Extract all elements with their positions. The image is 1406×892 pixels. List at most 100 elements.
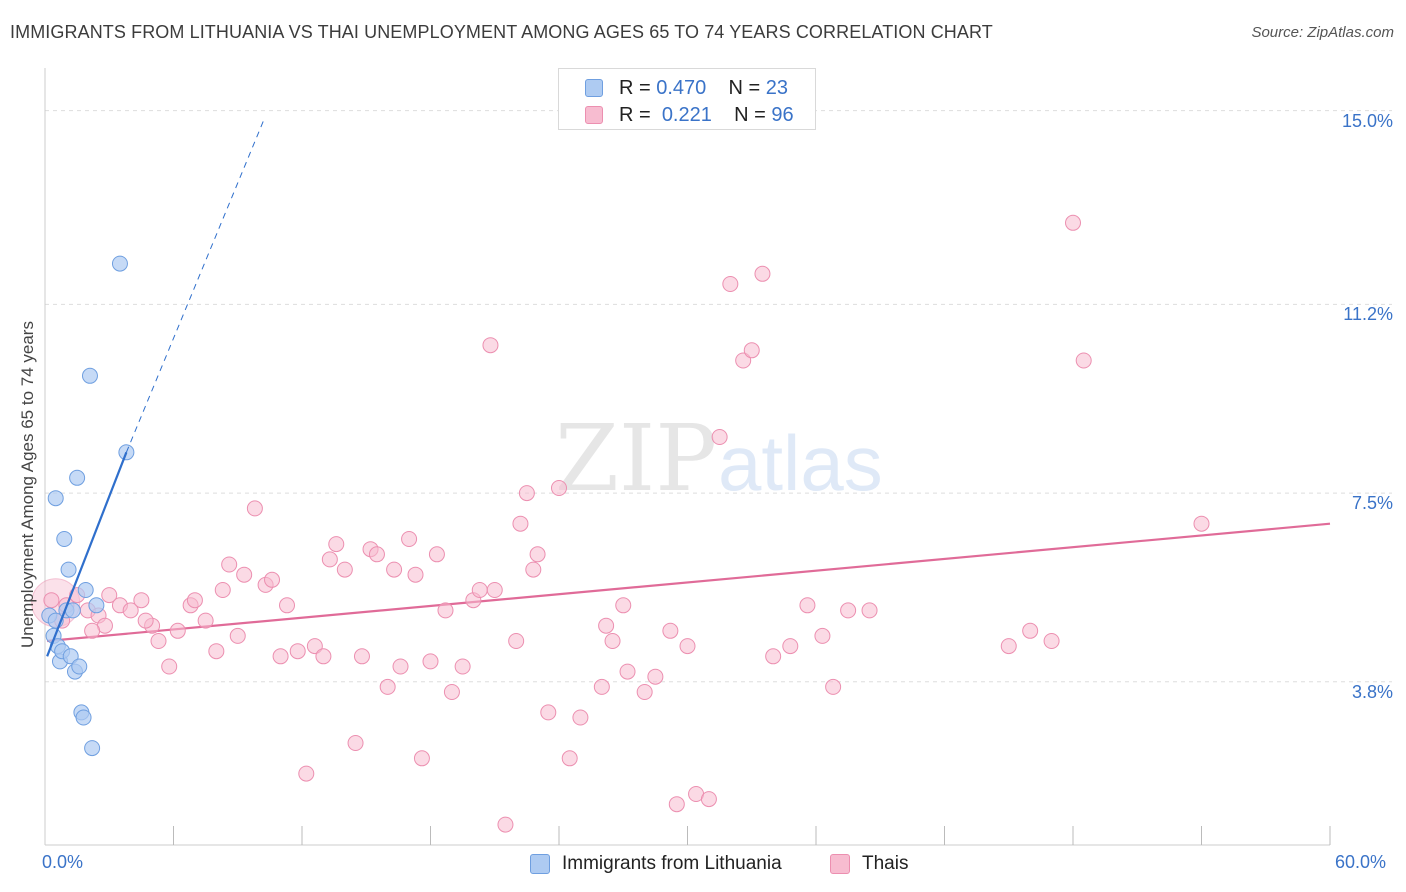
thais-point <box>1075 352 1092 369</box>
thais-point <box>615 597 632 614</box>
thais-point <box>84 622 101 639</box>
thais-point <box>1193 515 1210 532</box>
thais-point <box>668 796 685 813</box>
thais-point <box>529 546 546 563</box>
x-tick-label: 60.0% <box>1335 852 1387 872</box>
lithuania-point <box>47 490 64 507</box>
lithuania-point <box>88 597 105 614</box>
lithuania-point <box>84 740 101 757</box>
thais-point <box>765 648 782 665</box>
thais-trendline <box>47 522 1331 643</box>
x-tick-label: 0.0% <box>42 852 84 872</box>
thais-point <box>236 566 253 583</box>
axes <box>44 68 1331 846</box>
thais-point <box>636 684 653 700</box>
legend-label-lithuania: Immigrants from Lithuania <box>562 853 782 874</box>
thais-point <box>711 429 728 445</box>
thais-point <box>43 592 60 609</box>
thais-point <box>551 480 567 496</box>
thais-point <box>700 791 717 808</box>
chart-title: IMMIGRANTS FROM LITHUANIA VS THAI UNEMPL… <box>10 22 993 42</box>
thais-point <box>401 531 418 547</box>
thais-point <box>679 638 696 655</box>
thais-point <box>1022 622 1039 639</box>
thais-point <box>525 561 542 578</box>
thais-point <box>413 750 430 767</box>
thais-point <box>598 617 615 634</box>
lithuania-point <box>111 255 128 272</box>
thais-point <box>825 678 842 695</box>
thais-point <box>279 597 296 614</box>
lithuania-point <box>60 561 77 578</box>
y-tick-label: 7.5% <box>1351 493 1393 514</box>
thais-point <box>379 678 396 695</box>
thais-point <box>137 612 154 629</box>
thais-point <box>264 571 281 588</box>
thais-point <box>512 515 529 532</box>
legend-swatch-blue <box>585 79 603 97</box>
thais-point <box>336 561 353 578</box>
thais-point <box>428 546 445 563</box>
thais-point <box>647 668 664 685</box>
thais-point <box>861 602 878 619</box>
thais-point <box>754 265 771 282</box>
legend-n-label: N = <box>734 104 766 126</box>
thais-point <box>471 582 488 598</box>
thais-point <box>437 602 454 619</box>
thais-point <box>422 653 439 670</box>
thais-point <box>1065 214 1081 231</box>
thais-point <box>508 633 525 649</box>
thais-point <box>662 622 679 639</box>
source-label: Source: ZipAtlas.com <box>1251 24 1394 41</box>
thais-point <box>443 684 460 700</box>
thais-point <box>368 546 385 563</box>
thais-point <box>407 566 424 583</box>
thais-point <box>272 648 289 665</box>
thais-point <box>246 500 263 517</box>
thais-point <box>1043 633 1060 649</box>
legend-n-value: 96 <box>771 104 794 126</box>
thais-point <box>593 678 610 695</box>
legend-r-value: 0.221 <box>661 104 712 126</box>
thais-point <box>229 627 246 644</box>
thais-point <box>840 602 857 619</box>
thais-point <box>735 352 752 369</box>
y-tick-label: 11.2% <box>1343 304 1393 325</box>
legend-n-value: 23 <box>765 77 789 99</box>
thais-point <box>150 633 167 649</box>
thais-point <box>169 622 186 639</box>
lithuania-point <box>75 709 92 726</box>
thais-point <box>619 663 636 680</box>
lithuania-point <box>77 582 94 598</box>
legend-swatch-blue <box>530 854 550 874</box>
thais-trend-line <box>47 522 1331 643</box>
thais-point <box>161 658 178 675</box>
thais-point <box>289 643 306 660</box>
y-tick-label: 15.0% <box>1341 110 1393 131</box>
y-tick-label: 3.8% <box>1351 681 1393 702</box>
data-points <box>31 214 1210 833</box>
thais-point <box>306 638 323 655</box>
legend-r-value: 0.470 <box>656 77 707 99</box>
lithuania-trend-extension <box>125 120 264 453</box>
thais-point <box>540 704 557 721</box>
thais-point <box>186 592 203 609</box>
thais-point <box>214 582 231 598</box>
thais-point <box>221 556 238 573</box>
thais-point <box>315 648 332 665</box>
grid-lines <box>45 110 1392 683</box>
thais-point <box>799 597 816 614</box>
thais-point <box>814 627 831 644</box>
lithuania-point <box>56 531 73 547</box>
thais-point <box>486 582 503 598</box>
correlation-legend: R = 0.470 N = 23 R = 0.221 N = 96 <box>558 68 816 130</box>
lithuania-point <box>62 648 79 665</box>
thais-point <box>298 765 315 782</box>
watermark-zip: ZIP <box>555 405 717 512</box>
thais-point <box>122 602 139 619</box>
lithuania-trendline <box>46 120 264 657</box>
lithuania-point <box>81 367 98 384</box>
thais-point <box>561 750 578 767</box>
thais-point <box>482 337 499 354</box>
